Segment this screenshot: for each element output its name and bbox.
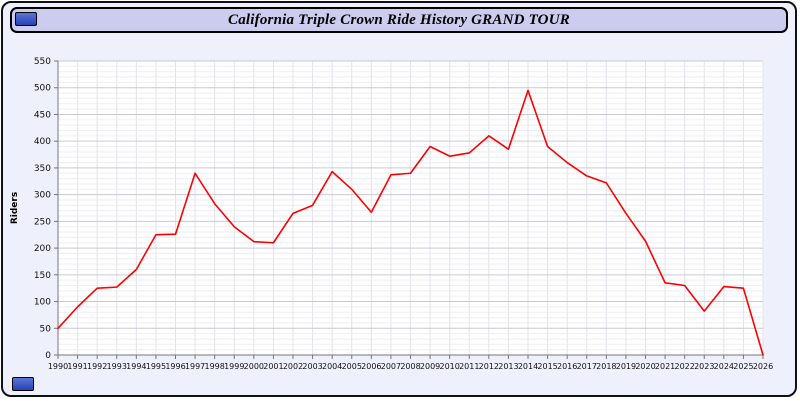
svg-text:2024: 2024 [714,362,734,371]
svg-text:300: 300 [34,191,51,201]
svg-text:2002: 2002 [283,362,303,371]
svg-text:1997: 1997 [185,362,205,371]
top-nav-button[interactable] [15,12,37,26]
svg-text:1992: 1992 [87,362,107,371]
svg-text:200: 200 [34,244,51,254]
svg-text:1996: 1996 [165,362,185,371]
chart-area: 0 50 100 150 200 250 300 350 400 450 500 550 1990 199… [3,35,795,395]
svg-text:1999: 1999 [224,362,244,371]
svg-text:350: 350 [34,164,51,174]
svg-text:2022: 2022 [674,362,694,371]
svg-text:2026: 2026 [753,362,773,371]
svg-text:1991: 1991 [67,362,87,371]
svg-text:1993: 1993 [107,362,127,371]
svg-text:2016: 2016 [557,362,577,371]
svg-text:50: 50 [40,324,52,334]
svg-text:1994: 1994 [126,362,146,371]
svg-text:2003: 2003 [302,362,322,371]
svg-text:0: 0 [45,351,51,361]
svg-text:250: 250 [34,217,51,227]
svg-text:2001: 2001 [263,362,283,371]
svg-text:2015: 2015 [537,362,557,371]
svg-text:1995: 1995 [146,362,166,371]
svg-text:500: 500 [34,84,51,94]
svg-text:2009: 2009 [420,362,440,371]
svg-text:2012: 2012 [479,362,499,371]
svg-text:100: 100 [34,298,51,308]
svg-text:2000: 2000 [244,362,264,371]
svg-text:450: 450 [34,110,51,120]
svg-text:2021: 2021 [655,362,675,371]
svg-text:2019: 2019 [616,362,636,371]
svg-text:2007: 2007 [381,362,401,371]
svg-text:2008: 2008 [400,362,420,371]
svg-text:2010: 2010 [439,362,459,371]
svg-text:550: 550 [34,57,51,67]
svg-text:150: 150 [34,271,51,281]
page-title: California Triple Crown Ride History GRA… [228,12,570,28]
svg-text:2004: 2004 [322,362,342,371]
svg-text:2025: 2025 [733,362,753,371]
svg-text:2006: 2006 [361,362,381,371]
svg-text:2013: 2013 [498,362,518,371]
title-bar: California Triple Crown Ride History GRA… [10,7,788,33]
svg-text:2014: 2014 [518,362,538,371]
svg-text:2011: 2011 [459,362,479,371]
svg-text:1998: 1998 [204,362,224,371]
svg-text:400: 400 [34,137,51,147]
svg-text:Riders: Riders [10,192,20,224]
svg-text:1990: 1990 [48,362,68,371]
svg-text:2020: 2020 [635,362,655,371]
bottom-nav-button[interactable] [12,377,34,391]
svg-text:2005: 2005 [342,362,362,371]
svg-text:2018: 2018 [596,362,616,371]
svg-text:2023: 2023 [694,362,714,371]
svg-text:2017: 2017 [577,362,597,371]
